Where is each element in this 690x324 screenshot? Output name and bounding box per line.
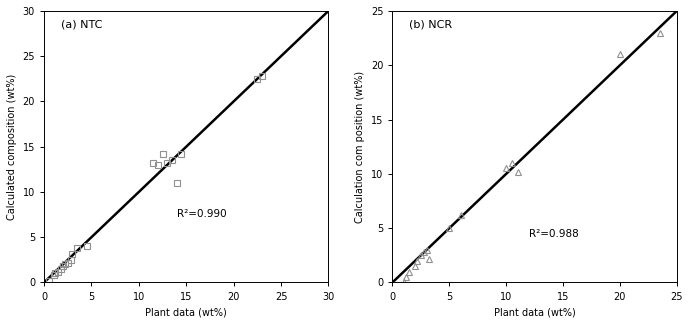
Text: (b) NCR: (b) NCR [409, 19, 453, 29]
Text: R²=0.990: R²=0.990 [177, 209, 226, 219]
Text: R²=0.988: R²=0.988 [529, 229, 579, 239]
X-axis label: Plant data (wt%): Plant data (wt%) [494, 307, 575, 317]
X-axis label: Plant data (wt%): Plant data (wt%) [146, 307, 227, 317]
Y-axis label: Calculated composition (wt%): Calculated composition (wt%) [7, 74, 17, 220]
Y-axis label: Calculation com position (wt%): Calculation com position (wt%) [355, 71, 365, 223]
Text: (a) NTC: (a) NTC [61, 19, 102, 29]
